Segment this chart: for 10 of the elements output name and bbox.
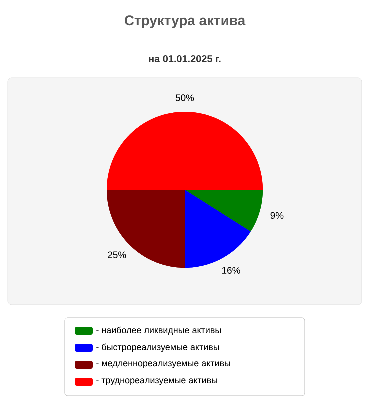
legend-label: - быстрореализуемые активы	[96, 344, 220, 352]
data-label: 25%	[108, 252, 126, 258]
chart-subtitle: на 01.01.2025 г.	[149, 55, 221, 63]
legend-label: - труднореализуемые активы	[96, 378, 218, 386]
chart-title: Структура актива	[124, 16, 246, 28]
data-label: 50%	[176, 94, 194, 102]
legend-label: - медленнореализуемые активы	[96, 362, 230, 368]
data-label: 16%	[222, 267, 240, 274]
data-label: 9%	[270, 212, 284, 220]
legend-label: - наиболее ликвидные активы	[96, 326, 221, 336]
